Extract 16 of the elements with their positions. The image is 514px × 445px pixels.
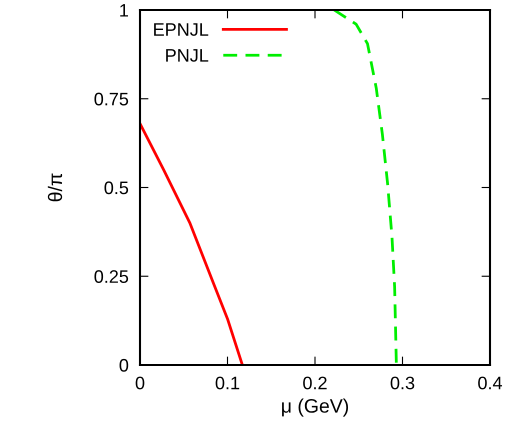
y-tick-label: 1 bbox=[120, 4, 128, 17]
y-tick-label: 0.5 bbox=[104, 181, 128, 194]
legend-label: EPNJL bbox=[154, 23, 208, 36]
x-tick-label: 0.3 bbox=[390, 376, 414, 390]
y-tick-label: 0 bbox=[120, 358, 128, 372]
y-tick-label: 0.25 bbox=[94, 270, 128, 283]
x-tick-label: 0 bbox=[136, 376, 144, 390]
x-tick-label: 0.2 bbox=[303, 376, 327, 390]
x-axis-title: μ (GeV) bbox=[282, 398, 348, 417]
y-axis-title: θ/π bbox=[48, 174, 62, 202]
line-series bbox=[332, 10, 398, 365]
legend-label: PNJL bbox=[166, 49, 208, 62]
line-series bbox=[140, 122, 244, 365]
x-tick-label: 0.4 bbox=[478, 376, 502, 390]
x-tick-label: 0.1 bbox=[216, 376, 240, 390]
y-tick-label: 0.75 bbox=[94, 92, 128, 106]
